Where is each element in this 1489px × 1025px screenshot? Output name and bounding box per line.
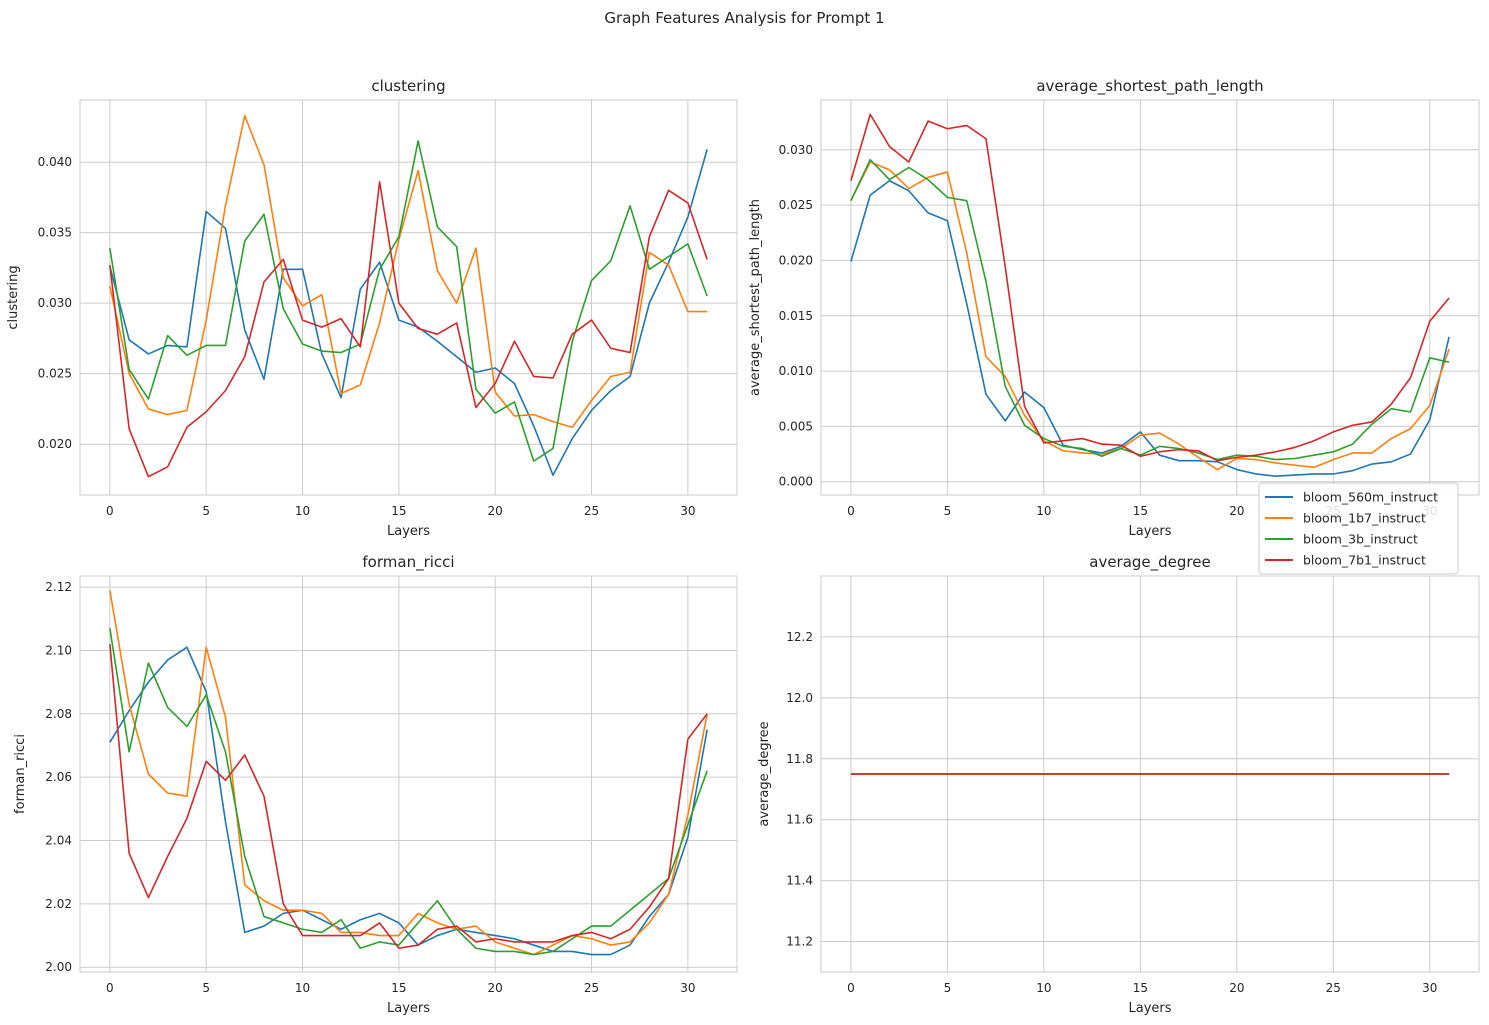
- subplot-clustering: 0 5 10 15 20 25 30 0.020 0.025 0.030 0.035 0.040 clu…: [6, 77, 738, 539]
- y-axis-label: forman_ricci: [13, 734, 28, 814]
- y-tick-label: 2.04: [45, 834, 72, 848]
- subplot-average_degree: 0 5 10 15 20 25 30 11.2 11.4 11.6 11.8 12.0 12.2 aver…: [757, 553, 1480, 1016]
- series-line-bloom_560m_instruct: [109, 149, 708, 477]
- x-axis-label: Layers: [1128, 1001, 1171, 1016]
- y-axis-label: average_shortest_path_length: [748, 199, 763, 396]
- x-tick-label: 30: [1422, 981, 1437, 995]
- y-tick-label: 0.015: [779, 309, 813, 323]
- y-tick-label: 2.10: [45, 643, 72, 657]
- axes-frame: [79, 99, 738, 496]
- y-tick-label: 11.4: [786, 874, 813, 888]
- x-tick-label: 5: [944, 981, 952, 995]
- y-tick-label: 11.2: [786, 935, 813, 949]
- x-tick-label: 0: [847, 504, 855, 518]
- x-tick-label: 30: [680, 504, 695, 518]
- series-line-bloom_7b1_instruct: [109, 644, 708, 950]
- y-tick-label: 0.010: [779, 364, 813, 378]
- x-tick-label: 15: [1133, 981, 1148, 995]
- legend-label: bloom_7b1_instruct: [1303, 553, 1426, 568]
- y-tick-label: 11.8: [786, 752, 813, 766]
- x-tick-label: 20: [1229, 981, 1244, 995]
- series-line-bloom_1b7_instruct: [850, 161, 1450, 471]
- x-tick-label: 20: [488, 504, 503, 518]
- x-tick-label: 10: [295, 981, 310, 995]
- x-axis-label: Layers: [387, 1001, 430, 1016]
- series-line-bloom_1b7_instruct: [109, 590, 708, 956]
- y-tick-label: 2.12: [45, 580, 72, 594]
- series-line-bloom_560m_instruct: [850, 179, 1450, 477]
- x-tick-label: 25: [1326, 981, 1341, 995]
- y-tick-label: 2.06: [45, 770, 72, 784]
- y-tick-label: 0.040: [38, 155, 72, 169]
- x-tick-label: 10: [1036, 981, 1051, 995]
- subplot-title: clustering: [371, 77, 445, 95]
- y-tick-label: 11.6: [786, 813, 813, 827]
- series-line-bloom_3b_instruct: [850, 158, 1450, 461]
- subplot-title: forman_ricci: [362, 553, 454, 572]
- x-tick-label: 30: [680, 981, 695, 995]
- subplot-title: average_shortest_path_length: [1036, 77, 1263, 96]
- x-tick-label: 20: [488, 981, 503, 995]
- y-tick-label: 0.000: [779, 475, 813, 489]
- x-tick-label: 25: [584, 504, 599, 518]
- y-tick-label: 0.020: [779, 253, 813, 267]
- x-tick-label: 25: [584, 981, 599, 995]
- y-axis-label: average_degree: [757, 721, 772, 826]
- x-tick-label: 15: [1133, 504, 1148, 518]
- x-tick-label: 10: [1036, 504, 1051, 518]
- y-tick-label: 2.00: [45, 960, 72, 974]
- series-line-bloom_7b1_instruct: [850, 113, 1450, 462]
- x-tick-label: 0: [847, 981, 855, 995]
- y-tick-label: 0.025: [38, 367, 72, 381]
- y-tick-label: 0.005: [779, 419, 813, 433]
- y-axis-label: clustering: [6, 265, 21, 329]
- y-tick-label: 0.035: [38, 226, 72, 240]
- axes-frame: [820, 99, 1480, 496]
- x-tick-label: 5: [202, 504, 210, 518]
- x-tick-label: 15: [391, 981, 406, 995]
- axes-frame: [820, 575, 1480, 973]
- series-line-bloom_3b_instruct: [109, 140, 708, 462]
- y-tick-label: 2.02: [45, 897, 72, 911]
- y-tick-label: 0.030: [779, 143, 813, 157]
- x-tick-label: 5: [944, 504, 952, 518]
- x-tick-label: 10: [295, 504, 310, 518]
- y-tick-label: 12.2: [786, 630, 813, 644]
- y-tick-label: 0.025: [779, 198, 813, 212]
- x-tick-label: 5: [202, 981, 210, 995]
- figure-title: Graph Features Analysis for Prompt 1: [604, 9, 884, 27]
- x-tick-label: 0: [106, 981, 114, 995]
- y-tick-label: 0.030: [38, 296, 72, 310]
- y-tick-label: 0.020: [38, 437, 72, 451]
- legend-label: bloom_1b7_instruct: [1303, 511, 1426, 526]
- subplot-forman_ricci: 0 5 10 15 20 25 30 2.00 2.02 2.04 2.06 2.08 2.10 2.12…: [13, 553, 738, 1016]
- subplot-average_shortest_path_length: 0510152025300.0000.0050.0100.0150.0200.0…: [748, 77, 1480, 539]
- legend: bloom_560m_instruct bloom_1b7_instructblo…: [1258, 482, 1459, 575]
- x-tick-label: 0: [106, 504, 114, 518]
- subplot-title: average_degree: [1089, 553, 1210, 572]
- series-line-bloom_3b_instruct: [109, 628, 708, 956]
- series-line-bloom_7b1_instruct: [109, 181, 708, 478]
- legend-label: bloom_3b_instruct: [1303, 532, 1418, 547]
- legend-label: bloom_560m_instruct: [1303, 490, 1438, 505]
- y-tick-label: 12.0: [786, 691, 813, 705]
- legend-box: [1258, 482, 1459, 575]
- x-axis-label: Layers: [387, 524, 430, 539]
- axes-frame: [79, 575, 738, 973]
- x-tick-label: 20: [1229, 504, 1244, 518]
- x-tick-label: 15: [391, 504, 406, 518]
- series-line-bloom_1b7_instruct: [109, 114, 708, 429]
- y-tick-label: 2.08: [45, 707, 72, 721]
- x-axis-label: Layers: [1128, 524, 1171, 539]
